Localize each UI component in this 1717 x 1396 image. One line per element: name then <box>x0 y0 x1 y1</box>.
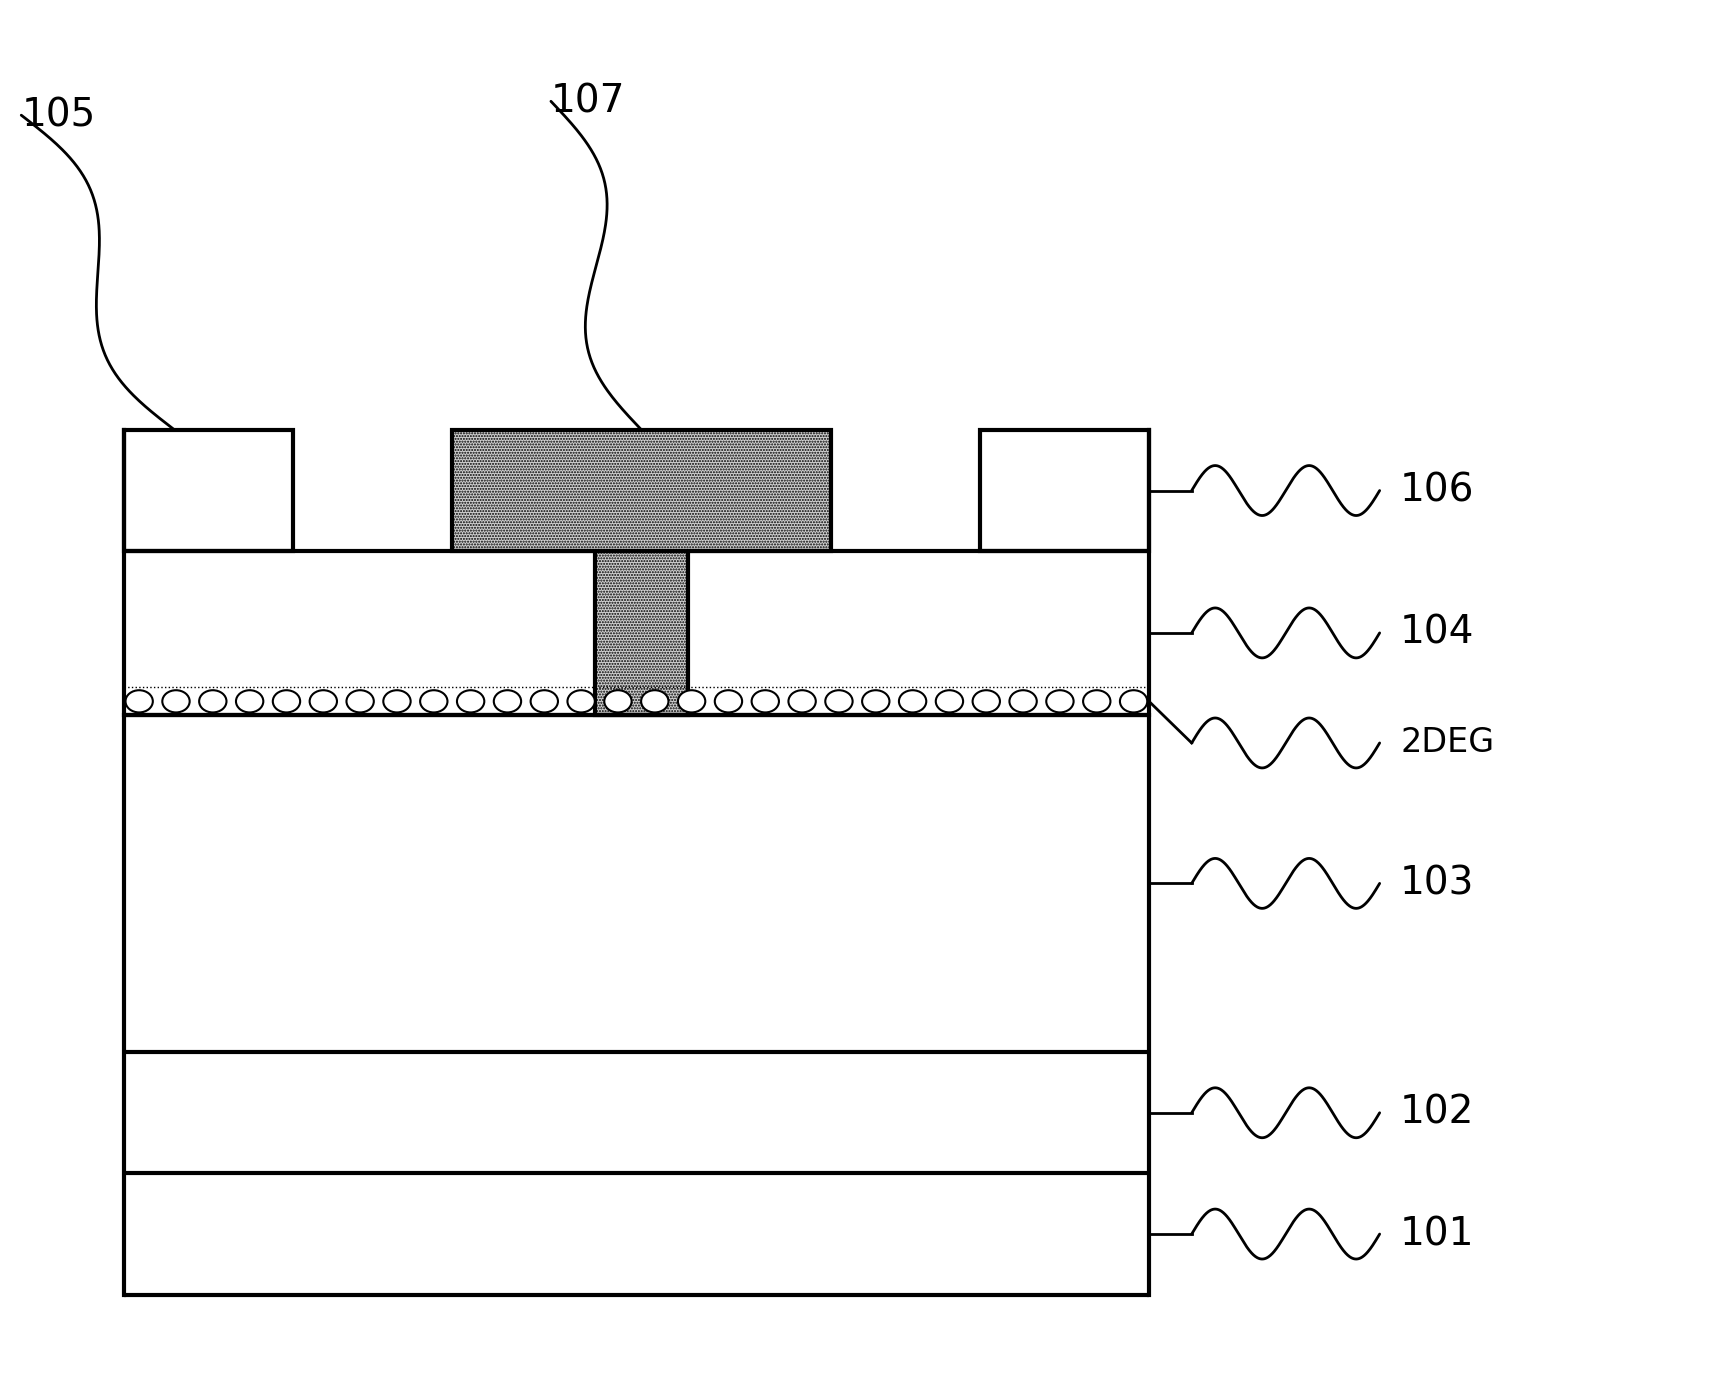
Circle shape <box>567 690 594 712</box>
Text: 102: 102 <box>1399 1094 1475 1132</box>
Circle shape <box>199 690 227 712</box>
Text: 103: 103 <box>1399 864 1475 902</box>
Circle shape <box>936 690 963 712</box>
Circle shape <box>1046 690 1073 712</box>
Bar <box>124 715 1149 1053</box>
Circle shape <box>678 690 706 712</box>
Text: 107: 107 <box>551 82 625 120</box>
Text: 106: 106 <box>1399 472 1475 510</box>
Bar <box>980 430 1149 551</box>
Text: 101: 101 <box>1399 1215 1475 1254</box>
Bar <box>124 1174 1149 1294</box>
Circle shape <box>421 690 448 712</box>
Circle shape <box>714 690 742 712</box>
Circle shape <box>1010 690 1037 712</box>
Circle shape <box>494 690 522 712</box>
Circle shape <box>972 690 999 712</box>
Circle shape <box>1083 690 1111 712</box>
Text: 104: 104 <box>1399 614 1475 652</box>
Circle shape <box>752 690 780 712</box>
Bar <box>124 551 1149 715</box>
Bar <box>294 430 980 551</box>
Circle shape <box>1119 690 1147 712</box>
Circle shape <box>457 690 484 712</box>
Circle shape <box>862 690 889 712</box>
Circle shape <box>604 690 632 712</box>
Circle shape <box>163 690 189 712</box>
Circle shape <box>125 690 153 712</box>
Text: 105: 105 <box>21 96 96 134</box>
Bar <box>596 551 687 715</box>
Circle shape <box>900 690 925 712</box>
Text: 2DEG: 2DEG <box>1399 726 1494 759</box>
Circle shape <box>531 690 558 712</box>
Circle shape <box>273 690 300 712</box>
Circle shape <box>347 690 374 712</box>
Circle shape <box>826 690 853 712</box>
Circle shape <box>309 690 337 712</box>
Bar <box>124 430 294 551</box>
Circle shape <box>788 690 816 712</box>
Bar <box>124 1053 1149 1174</box>
Bar <box>452 430 831 551</box>
Circle shape <box>383 690 410 712</box>
Circle shape <box>235 690 263 712</box>
Circle shape <box>640 690 668 712</box>
